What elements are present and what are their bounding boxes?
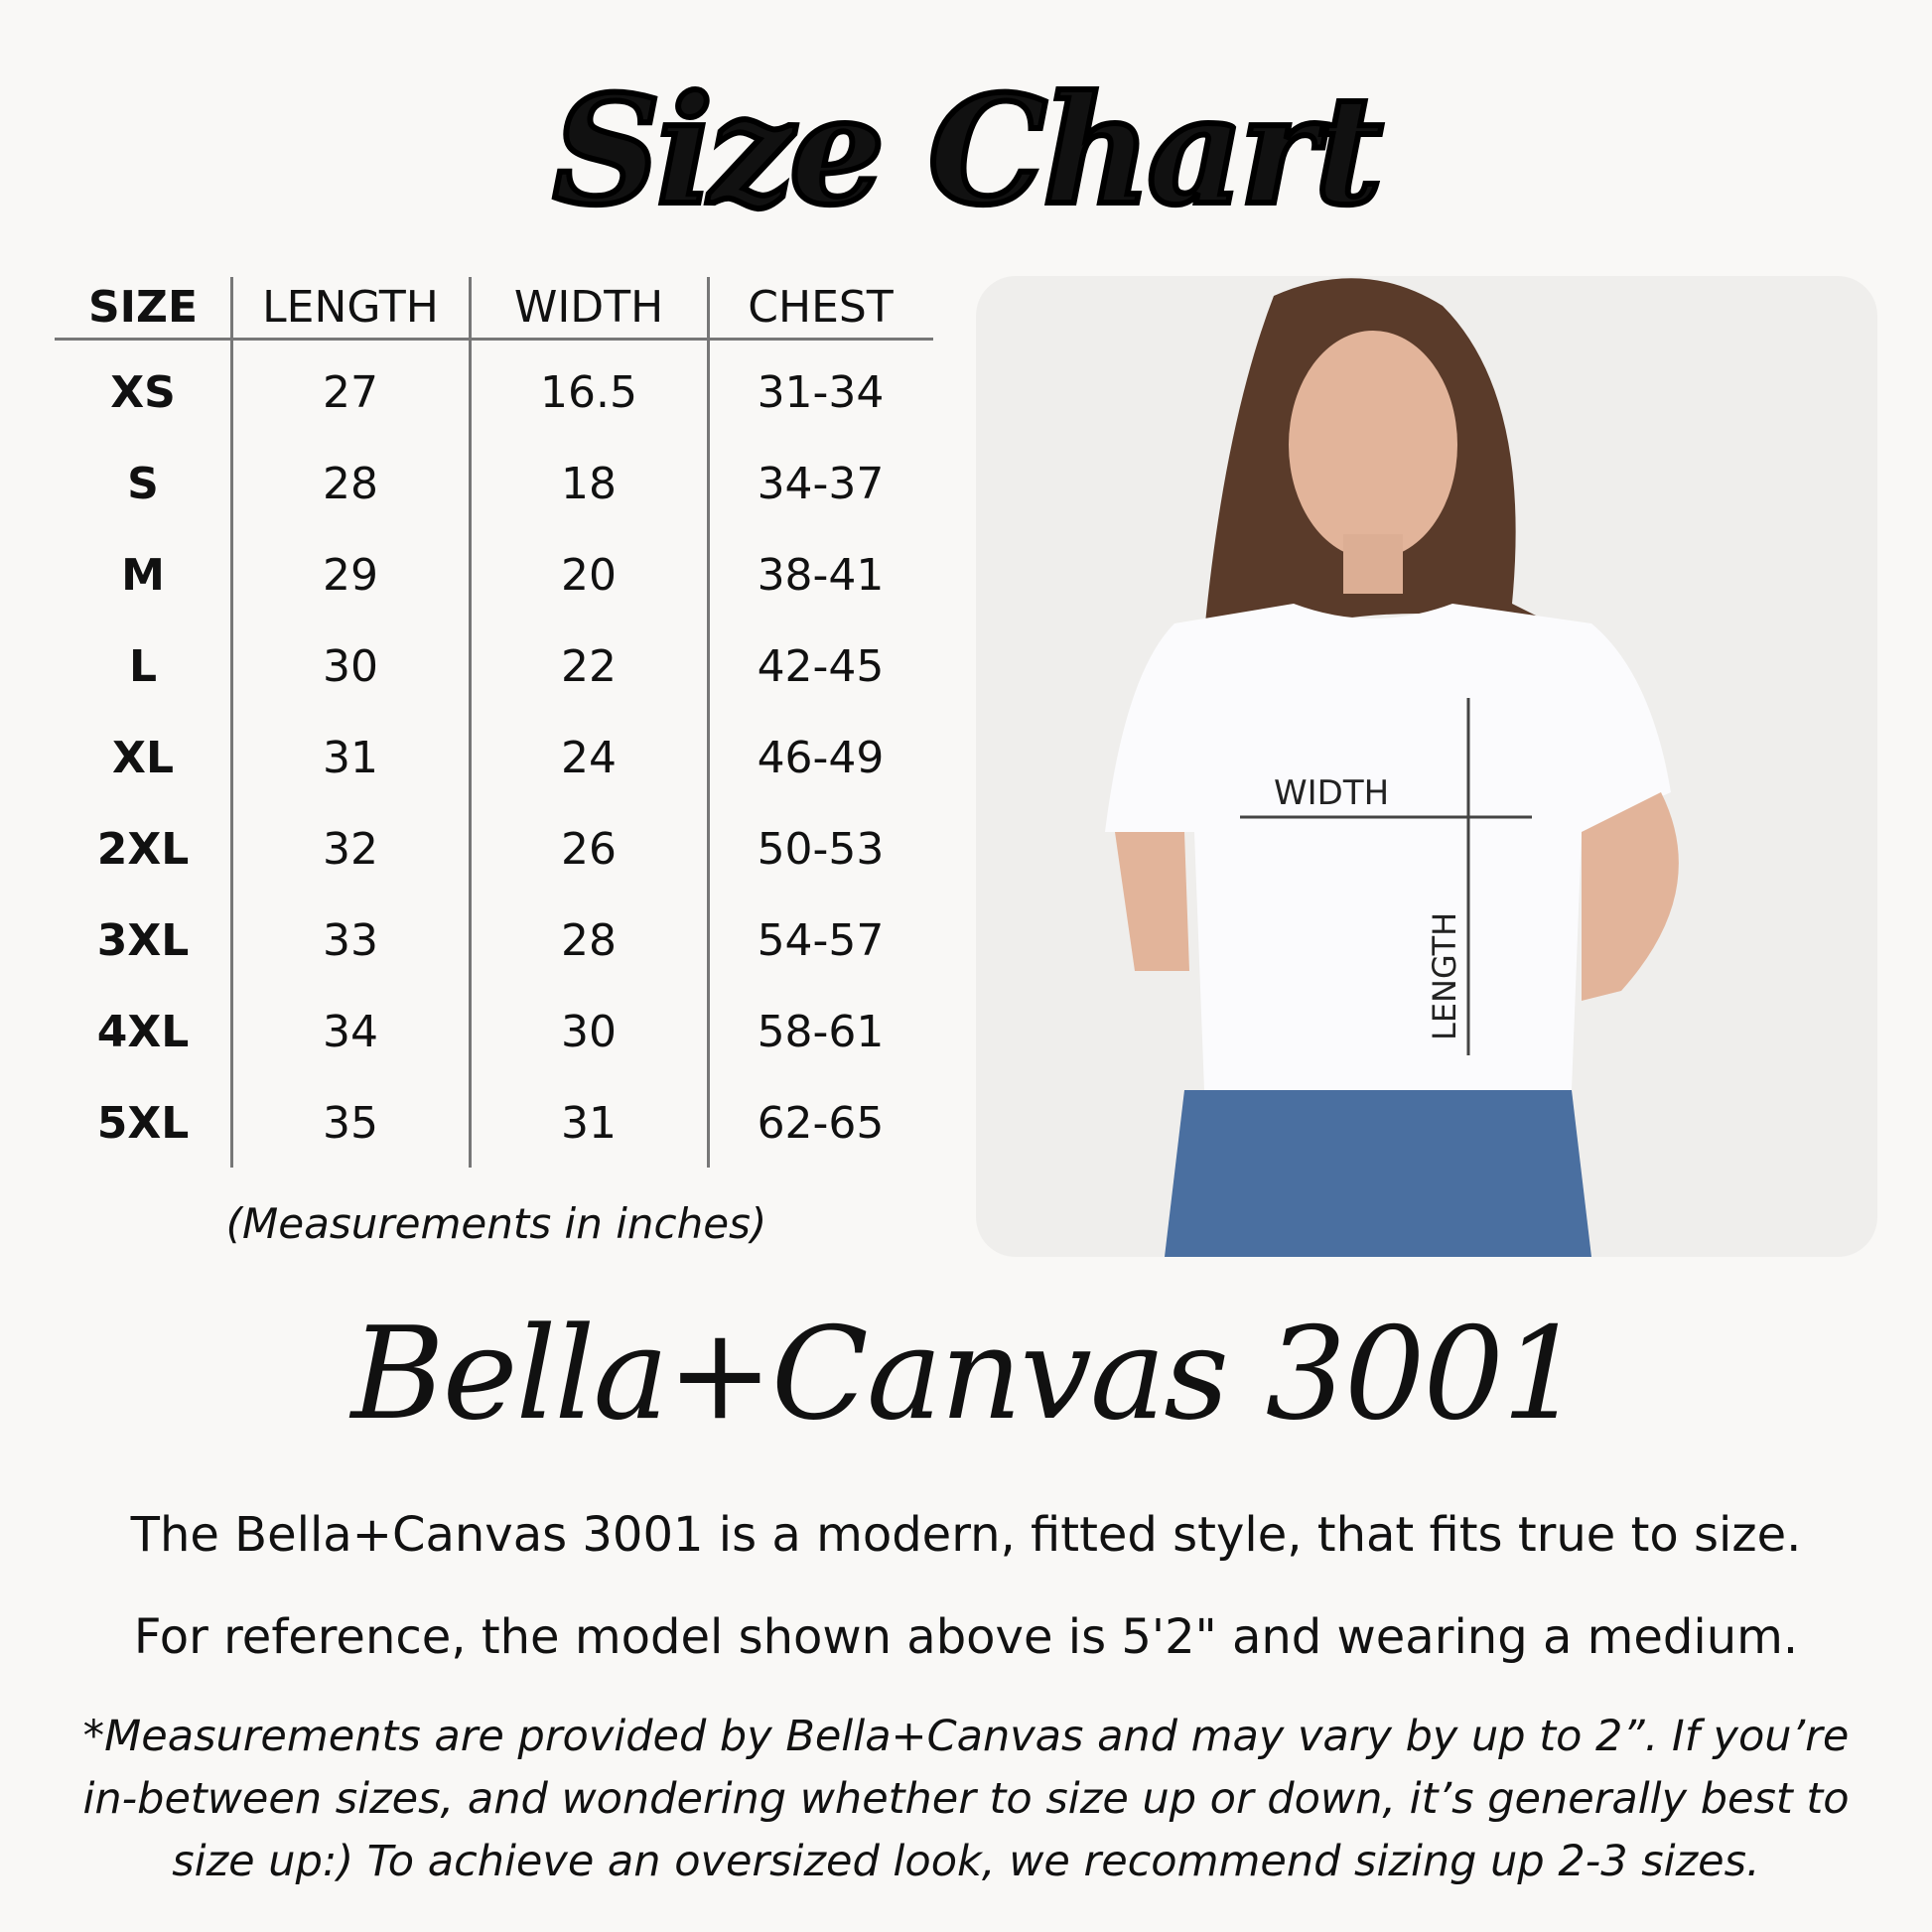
cell-chest: 31-34	[757, 367, 885, 418]
cell-width: 28	[561, 915, 617, 966]
column-divider	[707, 277, 710, 1168]
cell-length: 35	[323, 1098, 378, 1149]
header-size: SIZE	[87, 282, 199, 333]
cell-size: 2XL	[96, 824, 190, 875]
brand-name: Bella+Canvas 3001	[350, 1301, 1584, 1449]
cell-width: 16.5	[540, 367, 637, 418]
width-label: WIDTH	[1274, 773, 1389, 813]
header-length: LENGTH	[262, 282, 439, 333]
cell-chest: 38-41	[757, 550, 885, 601]
cell-length: 28	[323, 459, 378, 509]
cell-length: 30	[323, 641, 378, 692]
header-width: WIDTH	[513, 282, 664, 333]
cell-length: 32	[323, 824, 378, 875]
model-photo: WIDTH LENGTH	[976, 276, 1877, 1257]
cell-size: 3XL	[96, 915, 190, 966]
cell-chest: 42-45	[757, 641, 885, 692]
cell-width: 30	[561, 1007, 617, 1057]
cell-size: M	[121, 550, 165, 601]
cell-size: XS	[110, 367, 176, 418]
cell-chest: 50-53	[757, 824, 885, 875]
cell-chest: 54-57	[757, 915, 885, 966]
cell-length: 33	[323, 915, 378, 966]
cell-width: 31	[561, 1098, 617, 1149]
cell-length: 34	[323, 1007, 378, 1057]
cell-size: L	[128, 641, 158, 692]
header-divider	[55, 338, 933, 341]
cell-width: 26	[561, 824, 617, 875]
cell-size: S	[127, 459, 159, 509]
description-model: For reference, the model shown above is …	[133, 1609, 1799, 1665]
cell-width: 20	[561, 550, 617, 601]
size-table: SIZE LENGTH WIDTH CHEST XS 27 16.5 31-34 S 28…	[55, 277, 933, 1168]
footnote: *Measurements are provided by Bella+Canv…	[82, 1712, 1850, 1886]
cell-size: XL	[112, 733, 174, 783]
column-divider	[469, 277, 472, 1168]
cell-length: 29	[323, 550, 378, 601]
cell-size: 5XL	[96, 1098, 190, 1149]
description-fit: The Bella+Canvas 3001 is a modern, fitte…	[130, 1507, 1802, 1563]
cell-width: 24	[561, 733, 617, 783]
cell-chest: 62-65	[757, 1098, 885, 1149]
cell-length: 27	[323, 367, 378, 418]
units-note: (Measurements in inches)	[225, 1199, 767, 1248]
column-divider	[230, 277, 233, 1168]
cell-chest: 58-61	[757, 1007, 885, 1057]
cell-size: 4XL	[96, 1007, 190, 1057]
cell-chest: 34-37	[757, 459, 885, 509]
header-chest: CHEST	[748, 282, 894, 333]
cell-width: 18	[561, 459, 617, 509]
cell-width: 22	[561, 641, 617, 692]
length-label: LENGTH	[1426, 912, 1463, 1040]
cell-chest: 46-49	[757, 733, 885, 783]
cell-length: 31	[323, 733, 378, 783]
page-title: Size Chart	[550, 64, 1386, 238]
